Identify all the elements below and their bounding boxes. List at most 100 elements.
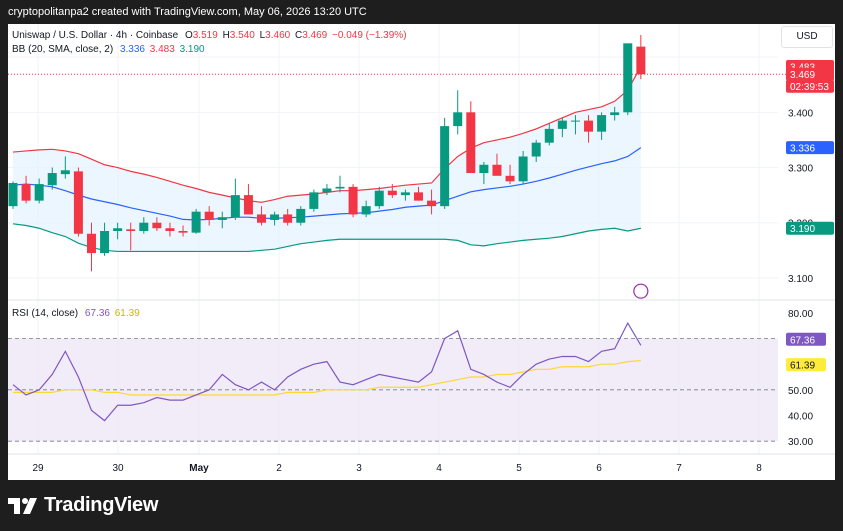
candle-body — [597, 115, 607, 132]
rsi-legend[interactable]: RSI (14, close) 67.36 61.39 — [12, 308, 140, 319]
candle-body — [191, 211, 201, 233]
candle-body — [570, 120, 580, 122]
rsi-badge — [786, 358, 826, 372]
tradingview-logo-icon — [8, 497, 37, 514]
chart-panel[interactable]: 3.4003.3003.1003.20080.0070.0050.0040.00… — [8, 24, 835, 480]
footer: TradingView — [0, 480, 843, 531]
time-tick-label: 3 — [356, 463, 362, 474]
rsi-line — [12, 321, 642, 422]
price-badge-label: 02:39:53 — [790, 82, 829, 93]
rsi-badge-label: 67.36 — [790, 335, 815, 346]
bb-lower-line — [12, 223, 641, 253]
tradingview-logo[interactable]: TradingView — [8, 494, 158, 517]
ohlc-h-label: H — [222, 30, 230, 41]
ohlc-c-value: 3.469 — [302, 30, 328, 41]
time-tick-label: 4 — [436, 463, 442, 474]
price-tick-label: 3.400 — [788, 108, 813, 119]
time-tick-label: 30 — [112, 463, 124, 474]
candle-body — [8, 182, 18, 207]
symbol-title: Uniswap / U.S. Dollar · 4h · Coinbase — [12, 30, 179, 41]
time-tick-label: May — [189, 463, 209, 474]
rsi-badge-label: 61.39 — [790, 361, 815, 372]
price-badge — [786, 79, 834, 93]
candle-body — [557, 120, 567, 129]
price-badge-label: 3.469 — [790, 70, 815, 81]
candle-body — [505, 175, 515, 182]
candle-body — [230, 195, 240, 218]
candle-body — [466, 112, 476, 174]
candle-body — [86, 233, 96, 254]
bb-basis-line — [12, 147, 642, 221]
candle-body — [257, 214, 267, 223]
ohlc-c-label: C — [294, 30, 303, 41]
candle-body — [152, 222, 162, 229]
candle-body — [270, 214, 280, 220]
price-badge — [786, 141, 834, 155]
candle-body — [623, 43, 633, 113]
candle-body — [440, 126, 450, 207]
candle-body — [636, 46, 646, 75]
bb-basis-value: 3.336 — [119, 44, 145, 55]
bb-upper-value: 3.483 — [149, 44, 175, 55]
rsi-tick-label: 30.00 — [788, 437, 813, 448]
candle-body — [243, 195, 253, 215]
candle-body — [217, 217, 227, 220]
time-tick-label: 29 — [32, 463, 44, 474]
bb-band-fill — [13, 66, 641, 252]
symbol-legend: Uniswap / U.S. Dollar · 4h · Coinbase O3… — [12, 30, 407, 41]
rsi-tick-label: 80.00 — [788, 309, 813, 320]
ohlc-o-label: O — [184, 30, 193, 41]
rsi-value: 67.36 — [84, 308, 110, 319]
candle-body — [492, 164, 502, 176]
candle-body — [113, 228, 123, 231]
candle-body — [139, 222, 149, 231]
bb-legend[interactable]: BB (20, SMA, close, 2) 3.336 3.483 3.190 — [12, 44, 205, 55]
candle-body — [21, 184, 31, 201]
candle-body — [178, 231, 188, 233]
candle-body — [479, 164, 489, 174]
ohlc-h-value: 3.540 — [229, 30, 255, 41]
rsi-ma-line — [13, 360, 641, 396]
candle-body — [309, 192, 319, 209]
price-tick-label: 3.100 — [788, 274, 813, 285]
ohlc-change: −0.049 (−1.39%) — [332, 30, 407, 41]
currency-button[interactable]: USD — [781, 26, 833, 48]
candle-body — [400, 192, 410, 196]
candle-body — [374, 190, 384, 207]
bb-label: BB (20, SMA, close, 2) — [12, 44, 114, 55]
time-tick-label: 7 — [676, 463, 682, 474]
candle-body — [322, 188, 332, 193]
ohlc-l-label: L — [259, 30, 266, 41]
time-tick-label: 5 — [516, 463, 522, 474]
candle-body — [60, 170, 70, 175]
time-tick-label: 8 — [756, 463, 762, 474]
candle-body — [335, 186, 345, 189]
rsi-tick-label: 40.00 — [788, 412, 813, 423]
candle-body — [296, 208, 306, 223]
ohlc-o-value: 3.519 — [192, 30, 218, 41]
chart-header: cryptopolitanpa2 created with TradingVie… — [0, 0, 843, 24]
candle-body — [73, 171, 83, 234]
candle-body — [610, 112, 620, 116]
alert-icon — [633, 283, 649, 299]
ohlc-l-value: 3.460 — [265, 30, 291, 41]
candle-body — [518, 156, 528, 182]
price-badge-label: 3.190 — [790, 224, 815, 235]
candle-body — [283, 214, 293, 223]
candle-body — [348, 186, 358, 215]
candle-body — [47, 173, 57, 186]
price-chart[interactable]: 3.4003.3003.1003.20080.0070.0050.0040.00… — [8, 24, 835, 480]
candle-body — [413, 192, 423, 201]
candle-body — [427, 200, 437, 207]
rsi-ma-value: 61.39 — [114, 308, 140, 319]
candle-body — [204, 211, 214, 220]
candle-body — [584, 120, 594, 132]
time-tick-label: 2 — [276, 463, 282, 474]
price-badge-label: 3.336 — [790, 144, 815, 155]
rsi-badge — [786, 332, 826, 346]
time-tick-label: 6 — [596, 463, 602, 474]
price-badge — [786, 221, 834, 235]
candle-body — [387, 190, 397, 196]
rsi-tick-label: 50.00 — [788, 386, 813, 397]
tradingview-brand: TradingView — [44, 494, 159, 516]
